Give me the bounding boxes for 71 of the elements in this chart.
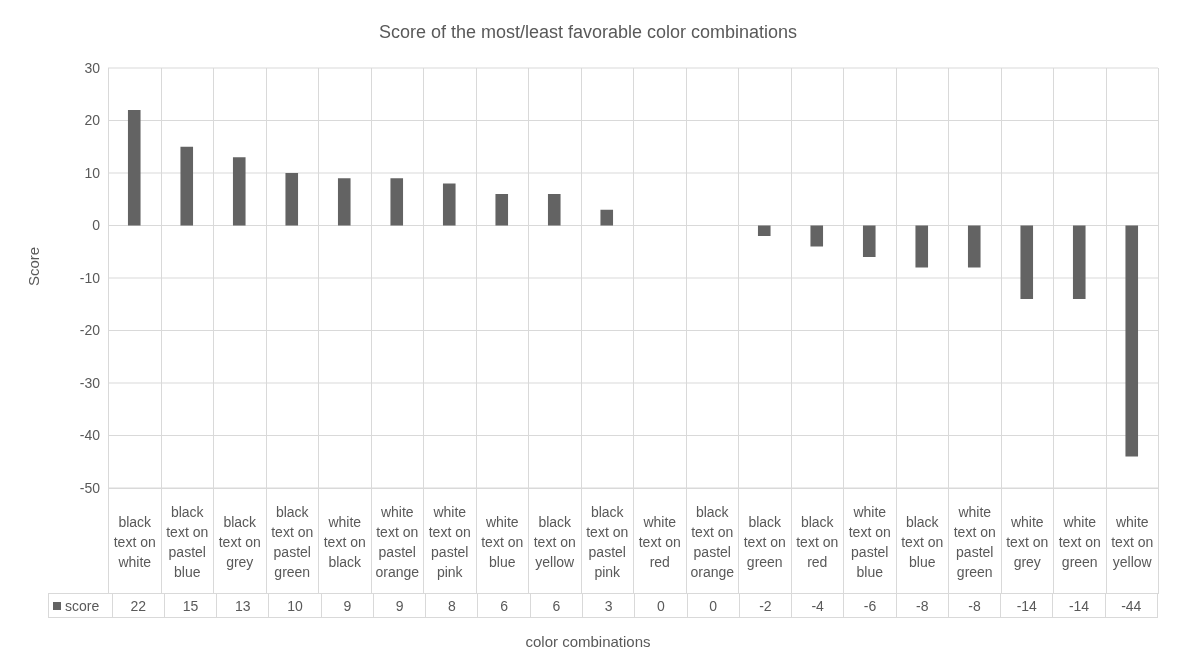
x-axis-title: color combinations xyxy=(524,633,652,650)
bar xyxy=(442,183,456,226)
y-tick-label: -20 xyxy=(79,322,101,339)
bar xyxy=(1020,225,1034,299)
x-tick-label: white text on green xyxy=(1053,489,1106,594)
data-label: -44 xyxy=(1104,594,1157,617)
bar xyxy=(915,225,929,268)
bar xyxy=(1125,225,1139,457)
x-tick-label: black text on pastel blue xyxy=(160,489,213,594)
data-label: 22 xyxy=(111,594,164,617)
data-label: 13 xyxy=(216,594,269,617)
x-tick-label: white text on blue xyxy=(475,489,528,594)
data-label: 8 xyxy=(425,594,478,617)
chart-title: Score of the most/least favorable color combinations xyxy=(377,22,799,43)
y-tick-label: -30 xyxy=(79,374,101,391)
x-tick-label: white text on pastel pink xyxy=(423,489,476,594)
x-tick-label: white text on red xyxy=(633,489,686,594)
y-tick-label: 10 xyxy=(84,164,101,181)
data-label: -2 xyxy=(738,594,792,617)
bar xyxy=(810,225,824,247)
bar xyxy=(967,225,981,268)
bar xyxy=(495,194,509,226)
x-tick-label: black text on pastel green xyxy=(265,489,318,594)
bar xyxy=(862,225,876,257)
bar xyxy=(127,110,141,226)
x-tick-label: black text on yellow xyxy=(528,489,581,594)
data-label: -6 xyxy=(843,594,896,617)
x-tick-label: white text on pastel orange xyxy=(370,489,423,594)
x-tick-label: black text on blue xyxy=(895,489,948,594)
y-tick-label: -50 xyxy=(79,479,101,496)
bar xyxy=(285,173,299,226)
data-label: 0 xyxy=(686,594,739,617)
bar xyxy=(757,225,771,236)
data-label: 0 xyxy=(634,594,687,617)
data-label: -4 xyxy=(791,594,844,617)
data-label: 3 xyxy=(581,594,635,617)
legend-label: score xyxy=(65,597,100,614)
bar xyxy=(180,146,194,226)
data-label: -14 xyxy=(1000,594,1053,617)
bar xyxy=(232,157,246,226)
data-label: 10 xyxy=(268,594,321,617)
x-tick-label: black text on pastel orange xyxy=(685,489,738,594)
y-tick-label: 0 xyxy=(92,217,101,234)
y-axis-title: Score xyxy=(25,246,43,287)
x-tick-label: black text on grey xyxy=(213,489,266,594)
x-tick-label: black text on pastel pink xyxy=(580,489,633,594)
x-tick-label: white text on pastel green xyxy=(948,489,1001,594)
y-tick-label: 30 xyxy=(84,59,101,76)
bar xyxy=(337,178,351,226)
x-tick-label: white text on pastel blue xyxy=(843,489,896,594)
data-label: -8 xyxy=(947,594,1001,617)
bar xyxy=(600,209,614,226)
bar xyxy=(1072,225,1086,299)
data-label: -14 xyxy=(1052,594,1105,617)
data-label: 9 xyxy=(320,594,373,617)
data-label: 15 xyxy=(163,594,217,617)
x-tick-label: white text on yellow xyxy=(1105,489,1158,594)
data-label: -8 xyxy=(895,594,948,617)
data-label: 6 xyxy=(477,594,530,617)
y-tick-label: -40 xyxy=(79,427,101,444)
x-tick-label: black text on white xyxy=(108,489,161,594)
bar xyxy=(547,194,561,226)
data-label: 6 xyxy=(529,594,582,617)
y-tick-label: -10 xyxy=(79,269,101,286)
x-tick-label: black text on red xyxy=(790,489,843,594)
bar xyxy=(390,178,404,226)
x-tick-label: black text on green xyxy=(738,489,791,594)
x-tick-label: white text on black xyxy=(318,489,371,594)
x-tick-label: white text on grey xyxy=(1000,489,1053,594)
data-label: 9 xyxy=(372,594,426,617)
y-tick-label: 20 xyxy=(84,112,101,129)
